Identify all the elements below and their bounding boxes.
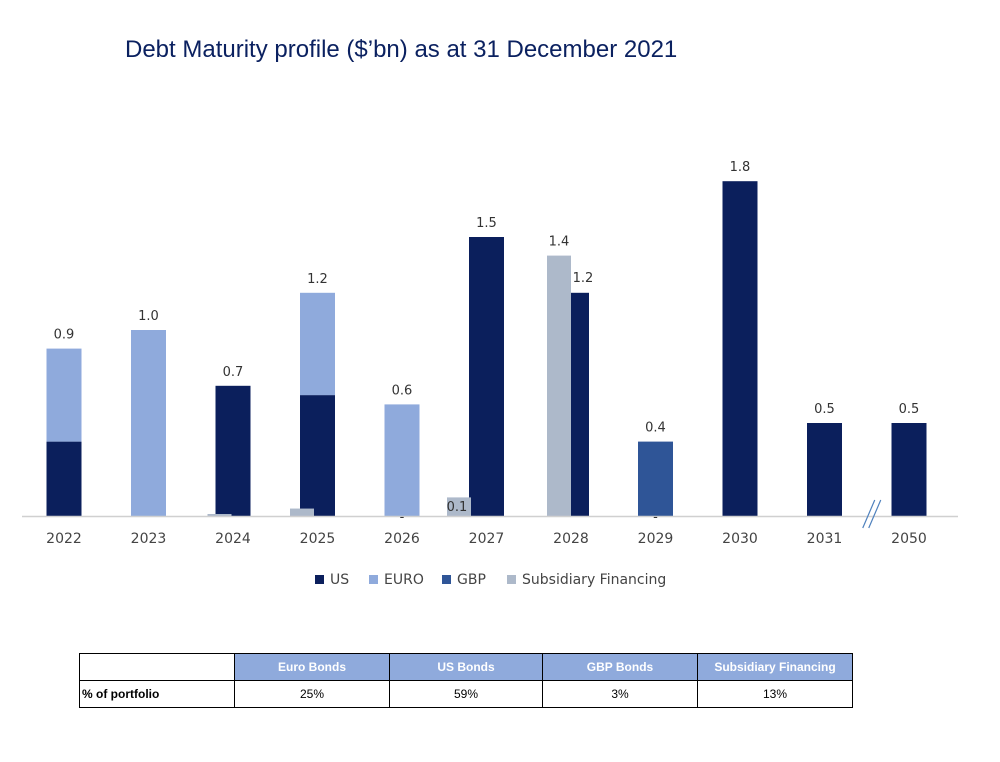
axis-break-mark <box>862 499 876 529</box>
table-header-subsidiary-financing: Subsidiary Financing <box>697 653 853 681</box>
x-tick-label-2031: 2031 <box>807 531 843 547</box>
table-header-empty <box>79 653 235 681</box>
data-label-dash-2029: - <box>653 510 658 525</box>
table-row-label: % of portfolio <box>79 680 235 708</box>
legend-swatch-gbp <box>442 575 451 584</box>
chart-title: Debt Maturity profile ($’bn) as at 31 De… <box>125 36 678 63</box>
bar-subsidiary-2024 <box>207 514 232 516</box>
bar-us-2024 <box>215 385 251 516</box>
legend-swatch-us <box>315 575 324 584</box>
bar-euro-2023 <box>131 330 166 516</box>
table-cell-us: 59% <box>389 680 543 708</box>
legend-label-gbp: GBP <box>457 572 486 588</box>
legend-swatch-subsidiary-financing <box>507 575 516 584</box>
bar-us-2050 <box>891 423 927 516</box>
bar-us-2025 <box>300 395 335 516</box>
table-cell-euro: 25% <box>234 680 390 708</box>
x-tick-label-2023: 2023 <box>131 531 167 547</box>
data-label-2029: 0.4 <box>645 421 666 436</box>
bar-us-2031 <box>807 423 842 516</box>
data-label-dash-2026: - <box>400 510 405 525</box>
bar-subsidiary-2027 <box>447 497 471 516</box>
table-header-euro-bonds: Euro Bonds <box>234 653 390 681</box>
table-cell-gbp: 3% <box>542 680 698 708</box>
data-label-2026: 0.6 <box>392 383 413 398</box>
table-header-row: Euro Bonds US Bonds GBP Bonds Subsidiary… <box>79 653 853 681</box>
bar-us-2030 <box>722 181 758 516</box>
bar-euro-2025 <box>300 292 335 396</box>
bar-euro-2026 <box>384 404 420 516</box>
bar-subsidiary-2028 <box>547 255 571 516</box>
portfolio-table: Euro Bonds US Bonds GBP Bonds Subsidiary… <box>79 653 853 708</box>
bar-us-2028 <box>571 292 589 516</box>
x-tick-label-2022: 2022 <box>46 531 82 547</box>
table-cell-subsidiary: 13% <box>697 680 853 708</box>
x-tick-label-2029: 2029 <box>638 531 674 547</box>
x-tick-label-2028: 2028 <box>553 531 589 547</box>
bar-us-2027 <box>469 237 504 516</box>
data-label-2028-us: 1.2 <box>573 271 594 286</box>
x-tick-label-2027: 2027 <box>469 531 505 547</box>
debt-maturity-chart: 2022 2023 2024 2025 2026 2027 2028 2029 2030 2031… <box>22 160 958 588</box>
x-tick-label-2025: 2025 <box>300 531 336 547</box>
x-tick-label-2026: 2026 <box>384 531 420 547</box>
data-label-2025: 1.2 <box>307 272 328 287</box>
data-label-2030: 1.8 <box>730 160 751 175</box>
axis-break-mark <box>868 499 882 529</box>
data-label-2024: 0.7 <box>223 365 244 380</box>
x-tick-label-2024: 2024 <box>215 531 251 547</box>
data-label-2050: 0.5 <box>899 402 920 417</box>
legend-label-subsidiary-financing: Subsidiary Financing <box>522 572 666 588</box>
legend-label-euro: EURO <box>384 572 424 588</box>
x-tick-label-2050: 2050 <box>891 531 927 547</box>
bar-euro-2022 <box>46 348 82 442</box>
data-label-2028-subsidiary: 1.4 <box>549 235 570 250</box>
data-label-2027: 1.5 <box>476 216 497 231</box>
data-label-2022: 0.9 <box>54 328 75 343</box>
table-header-gbp-bonds: GBP Bonds <box>542 653 698 681</box>
bar-us-2022 <box>46 441 82 516</box>
table-row: % of portfolio 25% 59% 3% 13% <box>79 680 853 708</box>
data-label-2031: 0.5 <box>814 402 835 417</box>
bar-gbp-2029 <box>638 441 673 516</box>
data-label-2023: 1.0 <box>138 309 159 324</box>
data-label-2027-subsidiary: 0.1 <box>447 500 468 515</box>
x-tick-label-2030: 2030 <box>722 531 758 547</box>
legend-swatch-euro <box>369 575 378 584</box>
table-header-us-bonds: US Bonds <box>389 653 543 681</box>
bar-subsidiary-2025 <box>290 508 314 516</box>
legend-label-us: US <box>330 572 349 588</box>
